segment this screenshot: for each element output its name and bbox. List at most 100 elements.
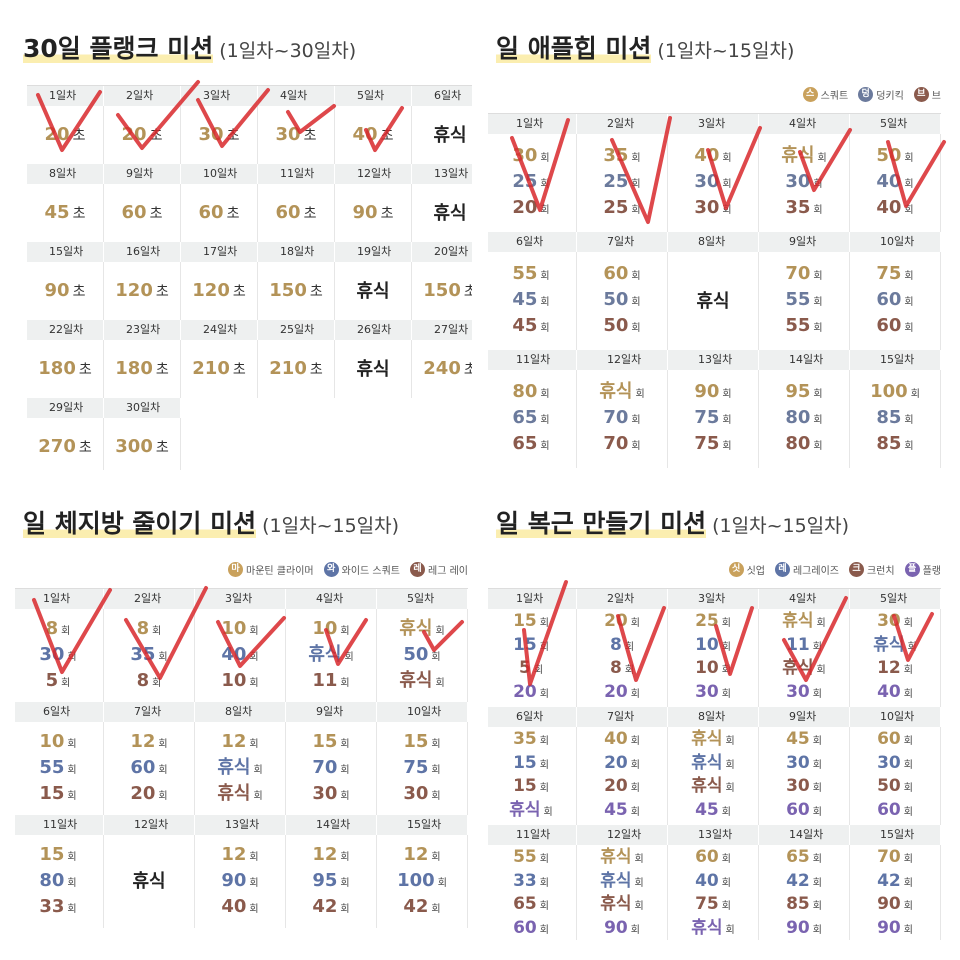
unit: 초: [149, 127, 163, 144]
unit: 회: [634, 901, 644, 912]
count: 30 회: [695, 682, 731, 706]
legend-item: 싯 싯업: [728, 562, 765, 577]
unit: 회: [630, 736, 640, 747]
day-cell: 휴식 회 휴식 회 휴식 회 90 회: [577, 845, 668, 940]
day-cell: 90 초: [335, 184, 412, 242]
count-value: 15: [513, 776, 537, 796]
legend-label: 플랭: [922, 566, 941, 577]
count: 65 회: [512, 432, 549, 458]
unit: 회: [539, 618, 549, 629]
unit: 회: [904, 323, 914, 334]
legend-label: 와이드 스쿼트: [341, 566, 401, 577]
count-value: 30: [403, 782, 429, 804]
unit: 초: [72, 127, 86, 144]
day-cell: 휴식 회 휴식 회 휴식 회 45 회: [668, 727, 759, 825]
count: 15 회: [513, 753, 549, 777]
count-value: 50: [876, 145, 902, 166]
day-cell: 휴식 회 11 회 휴식 회 30 회: [759, 609, 850, 707]
count-value: 12: [877, 658, 901, 678]
schedule-grid: 1일차 2일차 3일차 4일차 5일차 15 회 15 회 5 회 20 회 20 회 8 회 8 회 20 회 25 회 1…: [488, 588, 941, 940]
count-value: 60: [275, 201, 301, 223]
day-label: 3일차: [668, 589, 759, 609]
unit: 회: [249, 851, 259, 863]
count-value: 100: [870, 381, 908, 402]
count: 42 회: [877, 871, 913, 895]
count-value: 90: [877, 917, 901, 938]
count: 90 회: [786, 918, 822, 941]
day-cell: 40 초: [335, 106, 412, 164]
count: 42 회: [403, 895, 440, 921]
day-label: 5일차: [850, 589, 941, 609]
day-cell: 10 회 55 회 15 회: [15, 722, 104, 815]
count: 25 회: [603, 170, 640, 196]
count: 휴식 회: [399, 617, 444, 643]
count: 40 회: [877, 682, 913, 706]
count: 70 회: [312, 756, 349, 782]
unit: 초: [463, 283, 472, 300]
day-label: 5일차: [850, 114, 941, 134]
count: 210 초: [269, 357, 322, 382]
day-label: 8일차: [668, 707, 759, 727]
unit: 회: [813, 323, 823, 334]
unit: 초: [72, 205, 86, 222]
unit: 회: [435, 625, 445, 637]
count-value: 30: [312, 782, 338, 804]
day-cell: 60 초: [258, 184, 335, 242]
count: 80 회: [785, 432, 822, 458]
count-value: 30: [786, 752, 810, 773]
day-label: 3일차: [668, 114, 759, 134]
unit: 회: [249, 903, 259, 915]
count: 45 회: [786, 729, 822, 753]
unit: 회: [812, 736, 822, 747]
count-value: 75: [694, 433, 720, 454]
unit: 초: [149, 205, 163, 222]
legend-badge: 싯: [728, 562, 744, 577]
count-value: 45: [44, 201, 70, 223]
day-label: 15일차: [27, 242, 104, 262]
unit: 회: [813, 389, 823, 400]
count: 휴식 회: [599, 380, 644, 406]
unit: 회: [904, 179, 914, 190]
count: 33 회: [513, 871, 549, 895]
count-value: 90: [221, 869, 247, 891]
count-value: 55: [39, 756, 65, 778]
unit: 회: [721, 806, 731, 818]
unit: 회: [630, 759, 640, 771]
day-label: 10일차: [850, 707, 941, 727]
day-label: 5일차: [377, 589, 468, 609]
count-value: 20: [121, 123, 147, 145]
count-value: 85: [786, 894, 810, 914]
day-cell: 75 회 60 회 60 회: [850, 252, 941, 350]
count: 60 초: [199, 201, 240, 226]
legend-badge: 덩: [858, 87, 874, 102]
count-value: 10: [221, 669, 247, 691]
count: 휴식 회: [217, 756, 262, 782]
count: 270 초: [38, 435, 91, 460]
count-value: 65: [512, 407, 538, 428]
count: 20 회: [604, 753, 640, 777]
unit: 회: [904, 153, 914, 164]
day-cell: 15 회 75 회 30 회: [377, 722, 468, 815]
unit: 회: [816, 665, 826, 676]
unit: 회: [813, 441, 823, 452]
count: 11 회: [312, 669, 349, 695]
day-cell: 60 회 40 회 75 회 휴식 회: [668, 845, 759, 940]
day-cell: 휴식: [335, 262, 412, 320]
count: 35 회: [513, 729, 549, 753]
count: 휴식: [356, 280, 389, 303]
count-value: 10: [312, 617, 338, 639]
day-label: 9일차: [759, 232, 850, 252]
day-cell: 15 회 70 회 30 회: [286, 722, 377, 815]
day-label: 18일차: [258, 242, 335, 262]
count: 20 회: [604, 682, 640, 706]
count-value: 휴식: [873, 634, 905, 655]
unit: 회: [158, 738, 168, 750]
count: 30 회: [694, 170, 731, 196]
count-value: 270: [38, 435, 76, 457]
count-value: 10: [221, 617, 247, 639]
count: 100 회: [870, 380, 920, 406]
